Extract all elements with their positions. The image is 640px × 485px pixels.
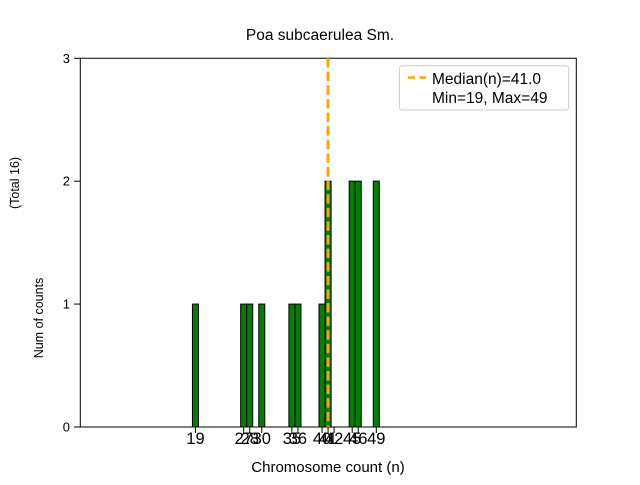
- svg-text:3: 3: [63, 51, 70, 66]
- svg-text:19: 19: [186, 430, 204, 448]
- svg-text:42: 42: [325, 430, 343, 448]
- svg-text:Poa subcaerulea Sm.: Poa subcaerulea Sm.: [246, 27, 394, 44]
- svg-text:Num of counts: Num of counts: [32, 278, 46, 359]
- svg-text:Min=19, Max=49: Min=19, Max=49: [432, 90, 547, 107]
- svg-text:36: 36: [289, 430, 307, 448]
- svg-text:(Total 16): (Total 16): [8, 157, 22, 209]
- svg-text:Median(n)=41.0: Median(n)=41.0: [432, 71, 541, 88]
- svg-text:30: 30: [253, 430, 271, 448]
- svg-text:Chromosome count (n): Chromosome count (n): [251, 459, 404, 476]
- svg-text:1: 1: [63, 297, 70, 312]
- svg-text:49: 49: [367, 430, 385, 448]
- svg-text:2: 2: [63, 174, 70, 189]
- svg-text:46: 46: [349, 430, 367, 448]
- svg-text:0: 0: [63, 420, 70, 435]
